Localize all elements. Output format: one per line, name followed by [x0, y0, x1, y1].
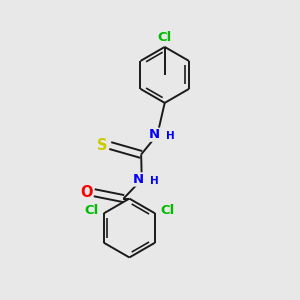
Text: S: S [97, 138, 107, 153]
Text: Cl: Cl [84, 204, 99, 217]
Text: O: O [80, 185, 93, 200]
Text: N: N [148, 128, 159, 141]
Text: Cl: Cl [158, 31, 172, 44]
Text: H: H [150, 176, 159, 186]
Text: H: H [166, 131, 174, 141]
Text: N: N [133, 173, 144, 186]
Text: Cl: Cl [160, 204, 174, 217]
